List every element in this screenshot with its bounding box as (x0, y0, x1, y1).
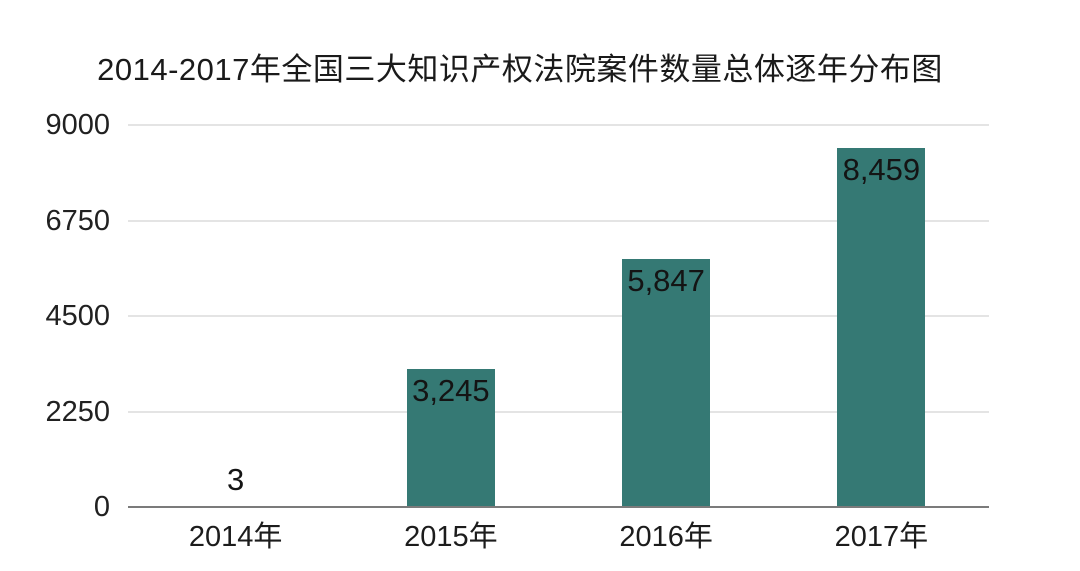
y-tick-label: 4500 (45, 300, 110, 332)
bar-slot: 3,245 (343, 125, 558, 507)
y-tick-label: 9000 (45, 109, 110, 141)
gridline (128, 124, 989, 126)
x-axis-line (128, 506, 989, 508)
x-tick-label: 2014年 (188, 521, 283, 553)
x-tick-label: 2017年 (834, 521, 929, 553)
y-tick-label: 0 (93, 491, 110, 523)
bar-value-label: 8,459 (842, 151, 921, 187)
gridline (128, 315, 989, 317)
y-tick-label: 6750 (45, 204, 110, 237)
gridline (128, 219, 989, 222)
bar-slot: 3 (128, 125, 343, 507)
x-tick-label: 2016年 (619, 521, 713, 553)
bar-value-label: 5,847 (627, 262, 705, 298)
y-tick-label: 2250 (45, 395, 110, 428)
bar-slot: 5,847 (559, 125, 774, 507)
bar-3 (837, 147, 926, 507)
bar-1 (406, 369, 495, 507)
x-tick-label: 2015年 (404, 521, 498, 553)
bar-2 (622, 258, 711, 507)
chart-title: 2014-2017年全国三大知识产权法院案件数量总体逐年分布图 (97, 52, 943, 87)
bar-value-label: 3,245 (412, 373, 490, 409)
plot-area: 3 3,245 5,847 8,459 (128, 124, 989, 508)
bar-slot: 8,459 (774, 125, 989, 507)
gridline (128, 410, 989, 413)
bar-value-label: 3 (227, 461, 245, 497)
